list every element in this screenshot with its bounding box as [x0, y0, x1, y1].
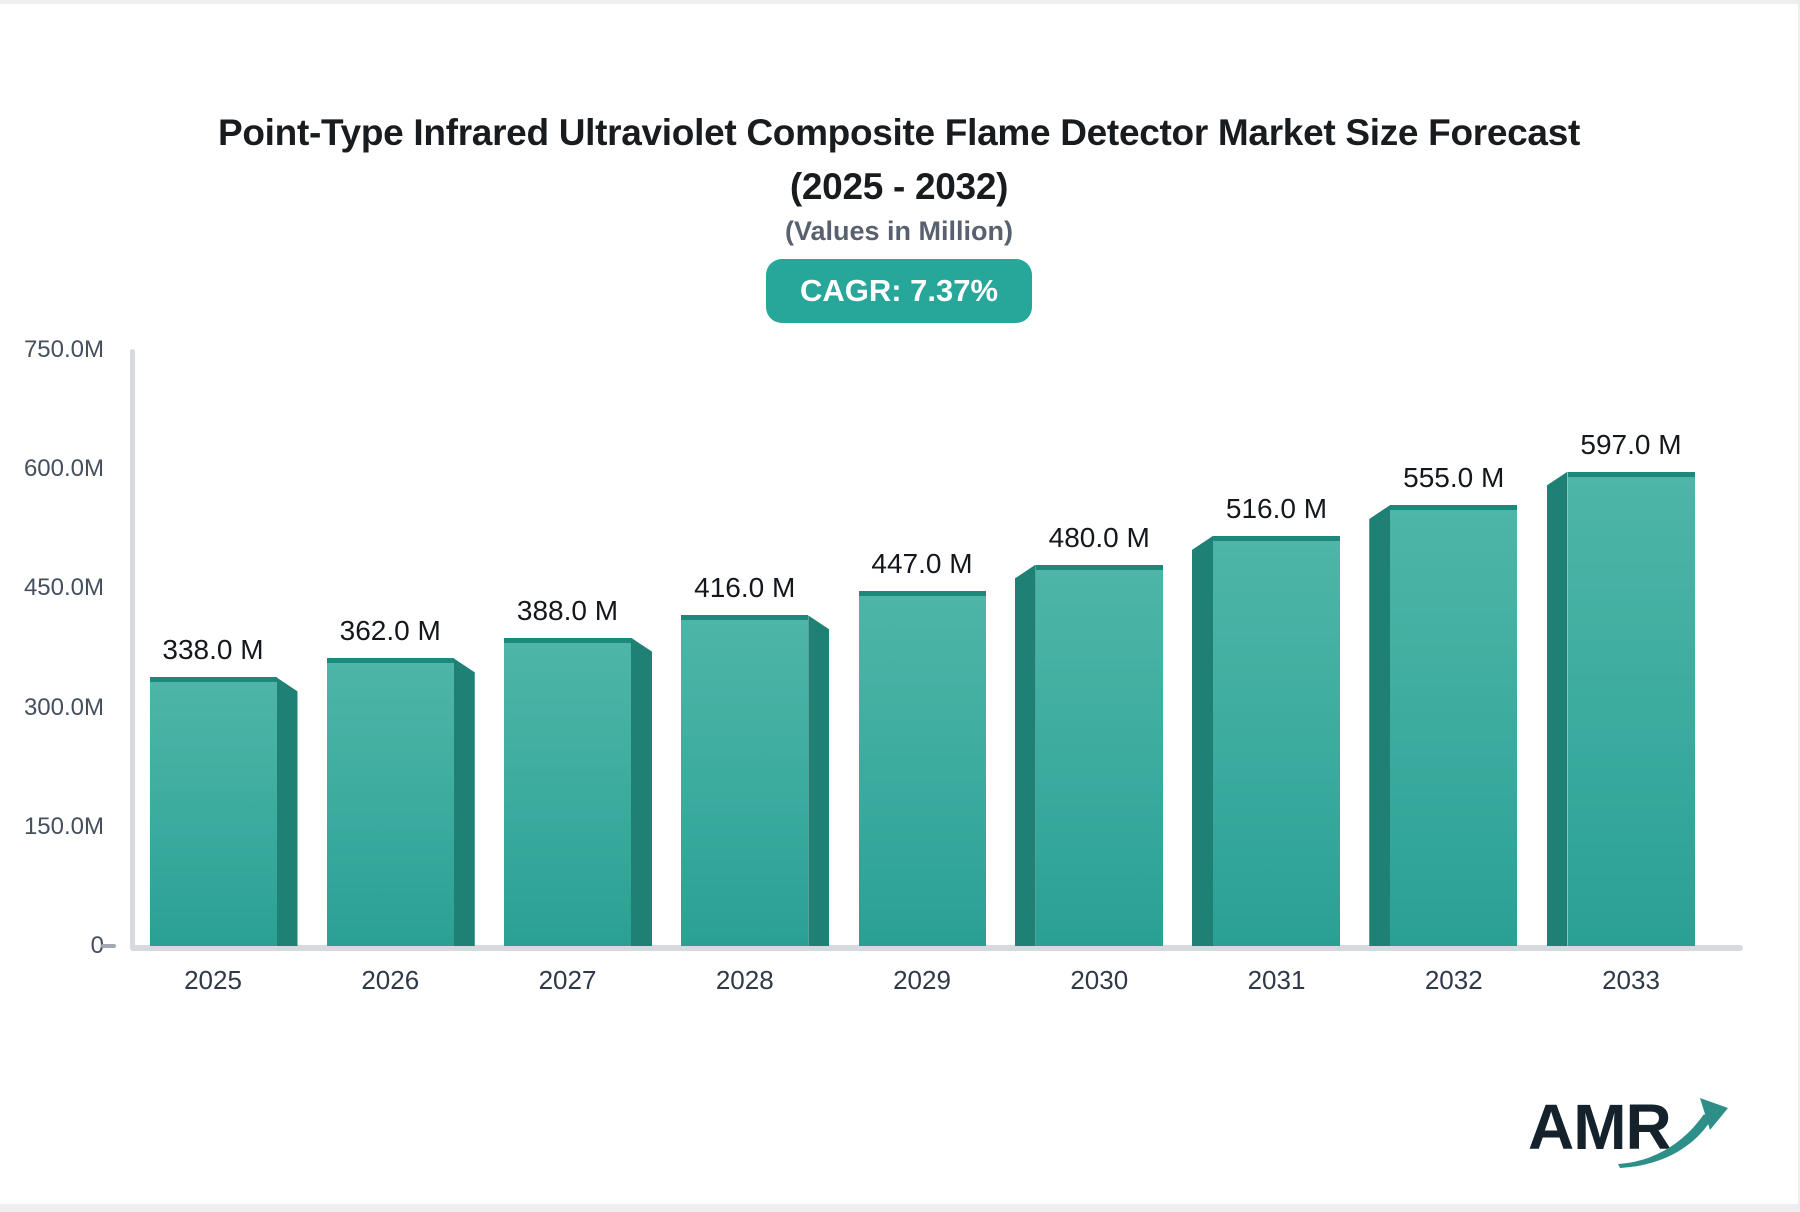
- zero-tick-mark: [101, 944, 116, 948]
- x-tick-label: 2031: [1247, 965, 1306, 995]
- x-axis-line: [130, 945, 1743, 951]
- x-tick-label: 2025: [184, 965, 242, 995]
- x-tick-label: 2030: [1070, 965, 1129, 995]
- y-tick-label: 300.0M: [23, 693, 104, 721]
- bar-side-2027: [631, 637, 652, 946]
- chart-title-line1: Point-Type Infrared Ultraviolet Composit…: [218, 112, 1580, 153]
- x-tick-label: 2033: [1602, 965, 1660, 995]
- y-tick-label: 150.0M: [23, 812, 104, 840]
- bar-value-label: 338.0 M: [162, 634, 264, 666]
- cagr-badge-row: CAGR: 7.37%: [0, 259, 1798, 323]
- bar-side-2030: [1014, 564, 1036, 946]
- bar-side-2033: [1546, 471, 1568, 946]
- bar-2031: [1213, 535, 1340, 946]
- chart-card: Point-Type Infrared Ultraviolet Composit…: [0, 4, 1798, 1204]
- bar-side-2032: [1369, 504, 1391, 946]
- chart-title-line2: (2025 - 2032): [789, 166, 1009, 207]
- cagr-badge: CAGR: 7.37%: [765, 259, 1033, 323]
- x-tick-label: 2032: [1424, 965, 1483, 995]
- bar-2033: [1567, 471, 1695, 946]
- bar-value-label: 447.0 M: [871, 547, 973, 579]
- y-tick-label: 0: [90, 932, 104, 959]
- bar-value-label: 555.0 M: [1403, 461, 1505, 493]
- bar-side-2028: [808, 615, 830, 946]
- bar-side-2031: [1192, 535, 1213, 946]
- bar-2025: [149, 677, 277, 946]
- y-tick-label: 450.0M: [23, 574, 104, 602]
- bar-2029: [858, 590, 986, 946]
- bar-side-2026: [453, 658, 475, 946]
- x-tick-label: 2027: [538, 965, 597, 995]
- bar-2030: [1035, 564, 1163, 946]
- x-tick-label: 2026: [361, 965, 420, 995]
- chart-subtitle: (Values in Million): [784, 216, 1014, 246]
- x-tick-label: 2028: [715, 965, 774, 995]
- bar-chart-plot-area: 750.0M 600.0M 450.0M 300.0M 150.0M 0 338.0 M 20…: [0, 4, 1798, 1204]
- bar-value-label: 480.0 M: [1048, 521, 1150, 553]
- bar-value-label: 597.0 M: [1580, 428, 1682, 460]
- growth-arrow-icon: [1618, 1098, 1728, 1168]
- bar-value-label: 388.0 M: [516, 594, 619, 626]
- bar-value-label: 362.0 M: [339, 615, 441, 647]
- bar-side-2025: [276, 677, 298, 946]
- x-tick-label: 2029: [893, 965, 951, 995]
- y-axis-line: [130, 348, 135, 948]
- amr-logo-text: AMR: [1528, 1091, 1672, 1163]
- bar-2027: [504, 637, 631, 946]
- bar-2028: [681, 615, 809, 946]
- bar-value-label: 516.0 M: [1225, 492, 1328, 524]
- bar-value-label: 416.0 M: [694, 572, 796, 604]
- amr-logo: AMR: [1528, 1090, 1728, 1180]
- bar-2026: [326, 658, 454, 946]
- bar-2032: [1390, 504, 1518, 946]
- y-tick-label: 600.0M: [23, 455, 104, 483]
- y-tick-label: 750.0M: [23, 335, 104, 363]
